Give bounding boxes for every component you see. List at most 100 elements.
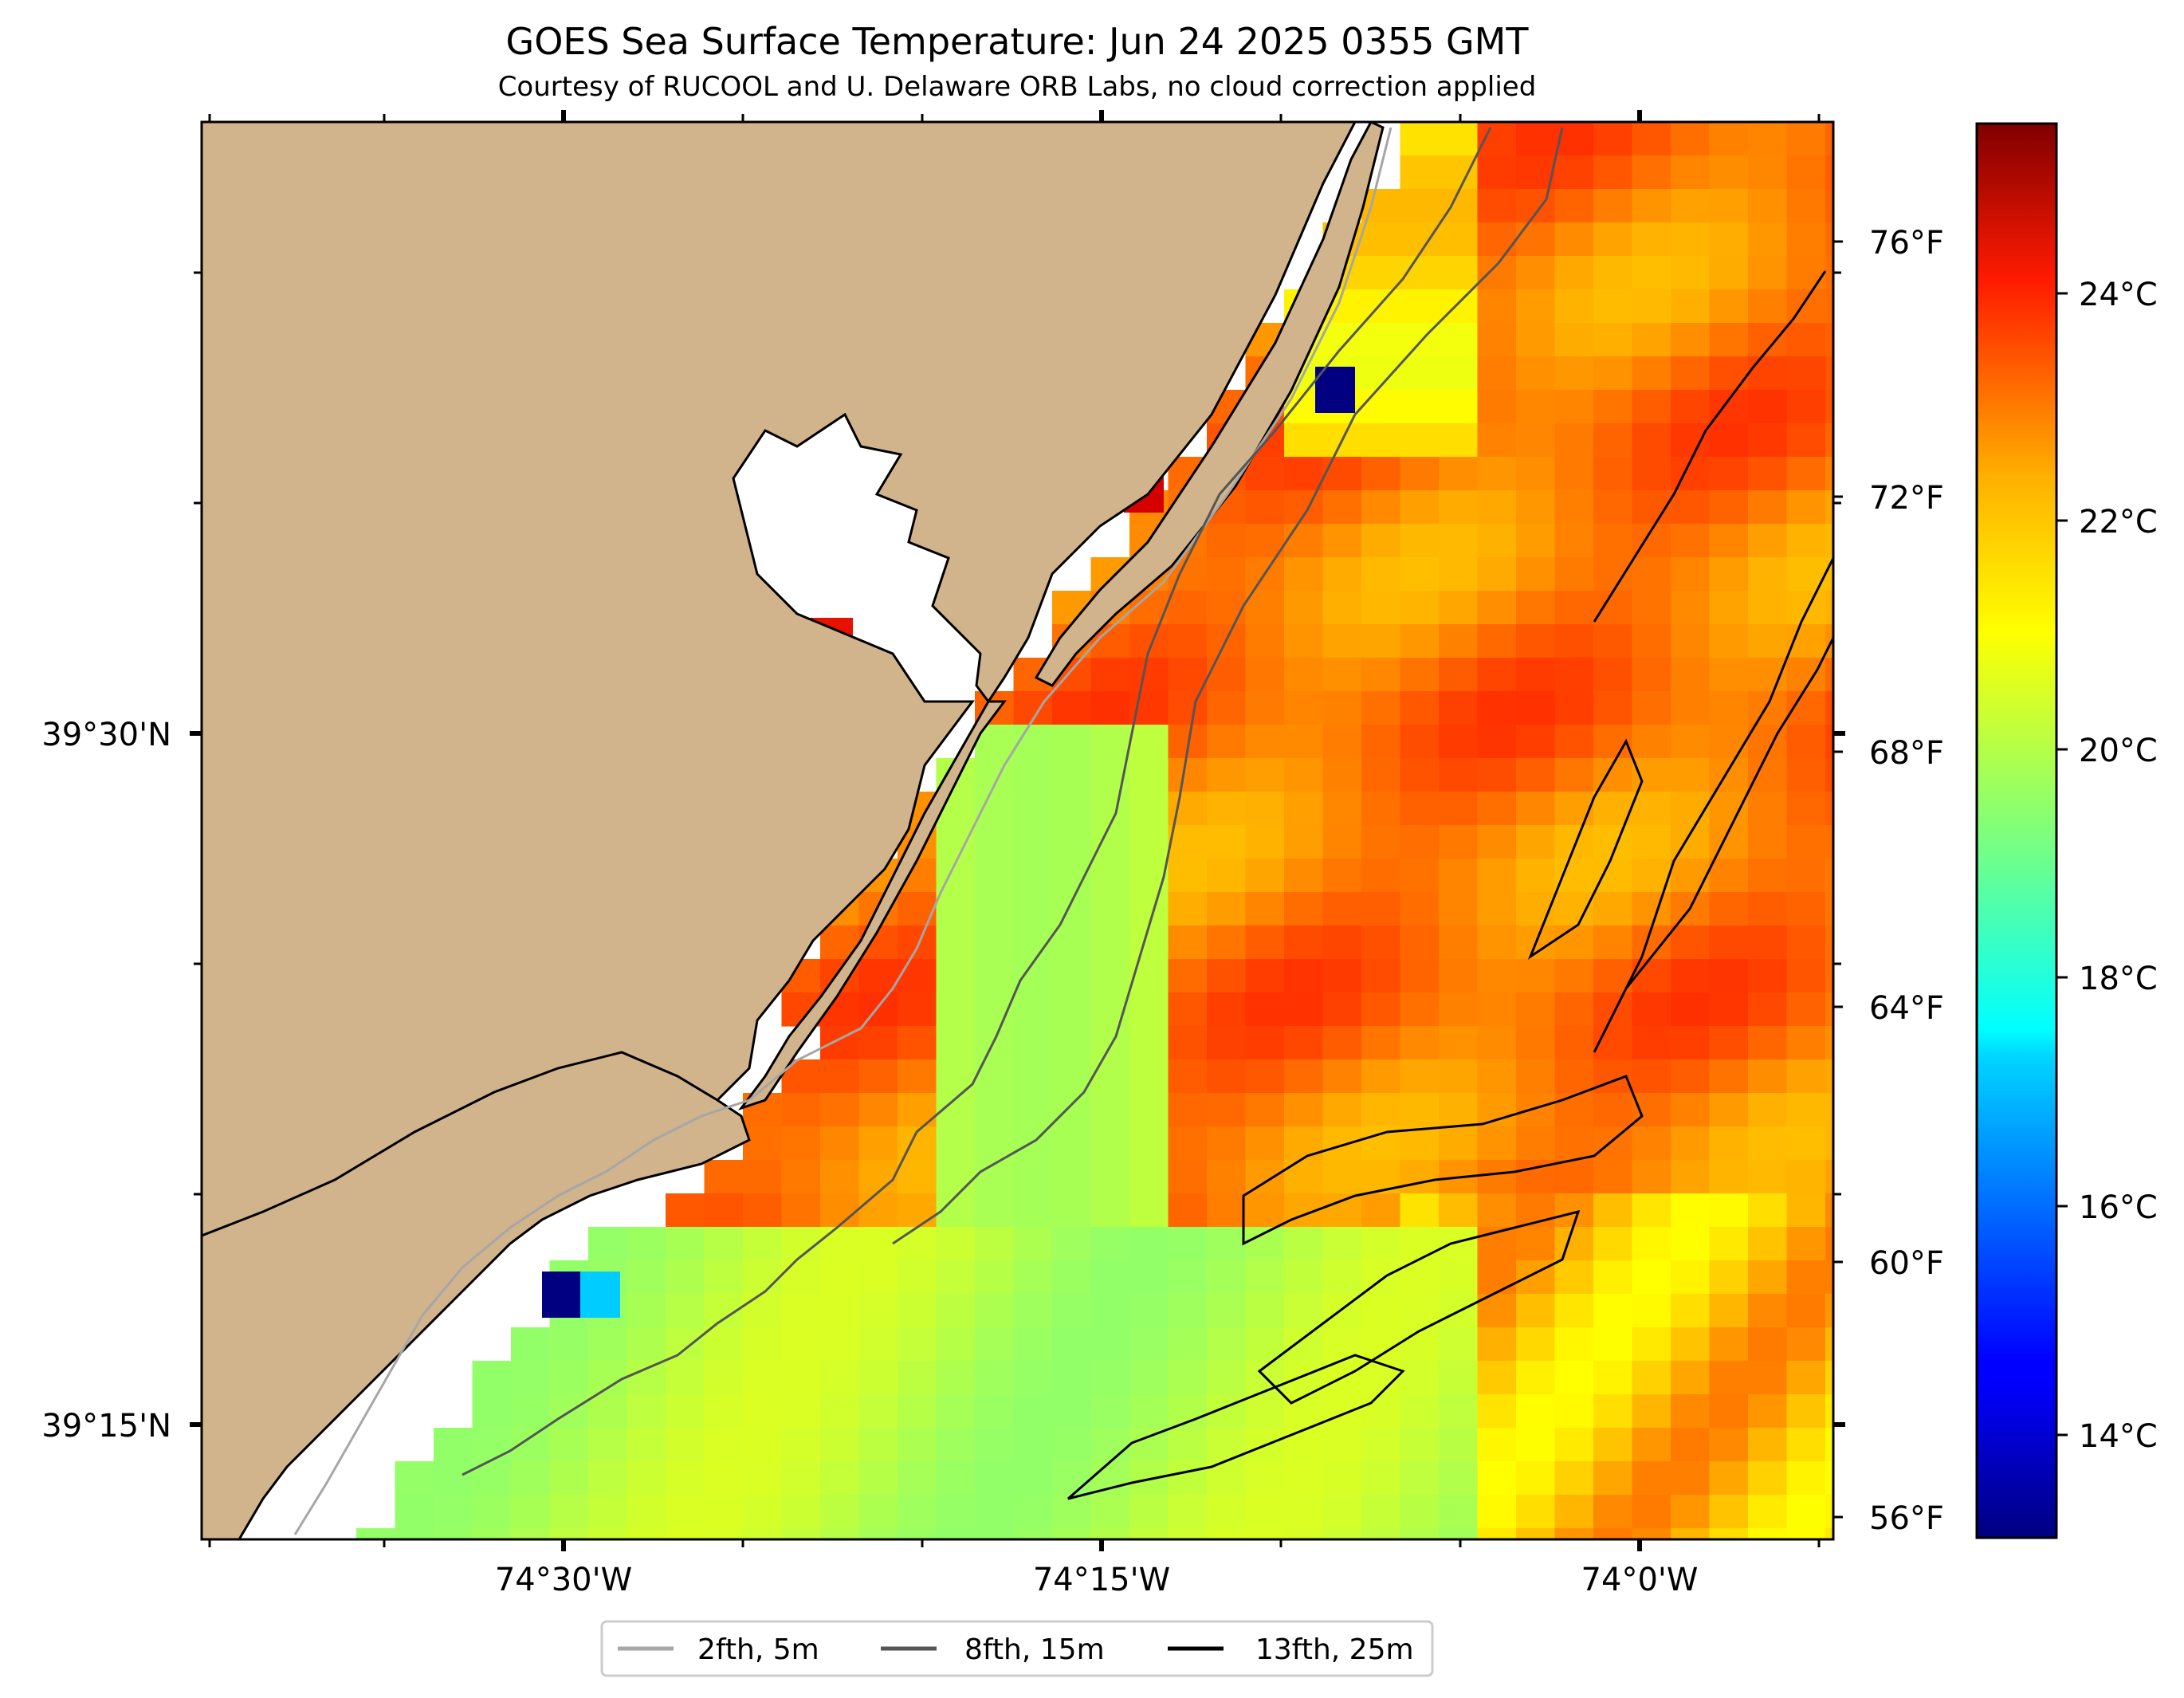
sst-cell <box>704 1260 744 1295</box>
sst-cell <box>1322 1093 1362 1127</box>
sst-cell <box>1709 155 1749 190</box>
sst-cell <box>1361 524 1401 558</box>
sst-cell <box>1013 892 1053 926</box>
sst-cell <box>549 1495 589 1529</box>
sst-cell <box>1129 725 1169 759</box>
sst-cell <box>1709 591 1749 625</box>
sst-cell <box>1207 1327 1247 1362</box>
sst-cell <box>1439 658 1479 692</box>
sst-cell <box>1554 859 1594 893</box>
sst-cell <box>588 1495 628 1529</box>
sst-cell <box>1593 1093 1633 1127</box>
sst-cell <box>1315 367 1355 413</box>
sst-cell <box>1477 390 1517 424</box>
sst-cell <box>1709 423 1749 458</box>
sst-cell <box>1709 1461 1749 1496</box>
sst-cell <box>1284 1294 1324 1328</box>
sst-cell <box>1748 289 1788 324</box>
sst-cell <box>1825 390 1833 424</box>
sst-cell <box>1322 892 1362 926</box>
sst-cell <box>1400 1361 1440 1395</box>
sst-cell <box>1825 1361 1833 1395</box>
sst-cell <box>936 1428 976 1462</box>
sst-cell <box>1671 256 1711 290</box>
sst-cell <box>1284 892 1324 926</box>
sst-cell <box>704 1160 744 1194</box>
sst-cell <box>1013 1495 1053 1529</box>
sst-cell <box>1593 256 1633 290</box>
sst-cell <box>743 1227 783 1261</box>
sst-cell <box>1748 1294 1788 1328</box>
sst-cell <box>1361 725 1401 759</box>
sst-cell <box>1322 1394 1362 1429</box>
sst-cell <box>1709 992 1749 1027</box>
sst-cell <box>1786 1059 1826 1094</box>
contour-13fth-b <box>1257 1209 1581 1405</box>
f-label: 76°F <box>1869 225 1944 261</box>
sst-cell <box>1516 1361 1556 1395</box>
sst-cell <box>1477 624 1517 658</box>
sst-cell <box>1554 992 1594 1027</box>
sst-cell <box>975 792 1015 826</box>
sst-cell <box>1748 1260 1788 1295</box>
sst-cell <box>975 1294 1015 1328</box>
sst-cell <box>1632 1495 1671 1529</box>
sst-cell <box>1361 992 1401 1027</box>
sst-cell <box>666 1528 705 1539</box>
sst-cell <box>1245 1160 1285 1194</box>
sst-cell <box>936 1327 976 1362</box>
sst-cell <box>1207 1361 1247 1395</box>
sst-cell <box>1400 1193 1440 1228</box>
sst-cell <box>1439 591 1479 625</box>
sst-cell <box>1207 1260 1247 1295</box>
sst-cell <box>898 1193 937 1228</box>
sst-cell <box>1284 457 1324 491</box>
sst-cell <box>1168 1528 1208 1539</box>
sst-cell <box>1361 892 1401 926</box>
sst-cell <box>1477 1193 1517 1228</box>
sst-cell <box>1322 691 1362 725</box>
sst-cell <box>1748 1495 1788 1529</box>
sst-cell <box>1748 1093 1788 1127</box>
sst-cell <box>743 1327 783 1362</box>
sst-cell <box>1516 1327 1556 1362</box>
sst-cell <box>1516 1528 1556 1539</box>
sst-cell <box>1361 1026 1401 1060</box>
sst-cell <box>975 1126 1015 1161</box>
sst-cell <box>1709 557 1749 592</box>
sst-cell <box>1554 490 1594 525</box>
sst-cell <box>1361 1193 1401 1228</box>
lon-label-74-0: 74°0'W <box>1581 1562 1699 1598</box>
sst-cell <box>1322 1059 1362 1094</box>
sst-cell <box>975 1160 1015 1194</box>
sst-cell <box>1554 892 1594 926</box>
sst-cell <box>1168 1495 1208 1529</box>
sst-cell <box>1361 457 1401 491</box>
sst-cell <box>1361 1361 1401 1395</box>
sst-cell <box>1593 289 1633 324</box>
sst-cell <box>1207 992 1247 1027</box>
sst-cell <box>1400 1093 1440 1127</box>
sst-cell <box>898 1026 937 1060</box>
sst-cell <box>936 1026 976 1060</box>
sst-cell <box>1013 1361 1053 1395</box>
sst-cell <box>1168 1059 1208 1094</box>
sst-cell <box>1245 591 1285 625</box>
sst-cell <box>1709 1361 1749 1395</box>
sst-cell <box>1825 490 1833 525</box>
sst-cell <box>1090 1294 1130 1328</box>
sst-cell <box>1632 624 1671 658</box>
sst-cell <box>1786 390 1826 424</box>
sst-cell <box>1400 189 1440 223</box>
sst-cell <box>1786 1160 1826 1194</box>
sst-cell <box>1554 457 1594 491</box>
sst-cell <box>1516 1428 1556 1462</box>
sst-cell <box>1477 992 1517 1027</box>
sst-cell <box>1129 1327 1169 1362</box>
sst-cell <box>975 825 1015 859</box>
sst-cell <box>1786 1428 1826 1462</box>
sst-cell <box>1632 892 1671 926</box>
sst-cell <box>627 1361 666 1395</box>
sst-cell <box>1284 959 1324 993</box>
sst-cell <box>1400 356 1440 391</box>
